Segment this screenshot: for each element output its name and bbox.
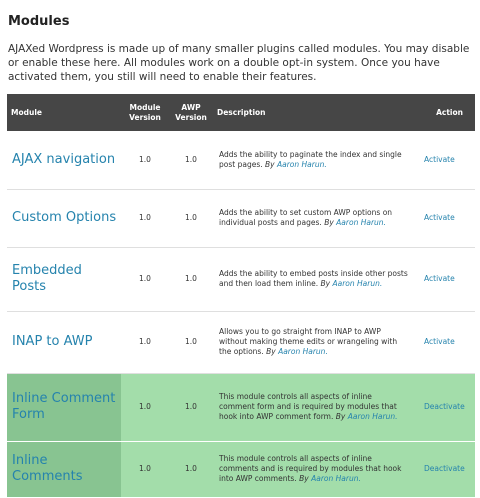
module-name: Inline Comments	[7, 441, 121, 498]
module-description: Adds the ability to embed posts inside o…	[213, 247, 419, 312]
modules-table: Module Module Version AWP Version Descri…	[7, 94, 475, 498]
module-version: 1.0	[121, 311, 169, 374]
module-version: 1.0	[121, 373, 169, 442]
table-row: INAP to AWP 1.0 1.0 Allows you to go str…	[7, 311, 475, 374]
table-row: Inline Comment Form 1.0 1.0 This module …	[7, 373, 475, 442]
activate-link[interactable]: Activate	[424, 274, 455, 283]
header-awp-version: AWP Version	[169, 94, 213, 131]
awp-version: 1.0	[169, 189, 213, 248]
author-link[interactable]: Aaron Harun.	[347, 412, 398, 421]
awp-version: 1.0	[169, 311, 213, 374]
module-version: 1.0	[121, 247, 169, 312]
module-description: This module controls all aspects of inli…	[213, 441, 419, 498]
author-link[interactable]: Aaron Harun.	[311, 474, 361, 483]
awp-version: 1.0	[169, 131, 213, 190]
module-description: Allows you to go straight from INAP to A…	[213, 311, 419, 374]
module-name: Custom Options	[7, 189, 121, 248]
intro-text: AJAXed Wordpress is made up of many smal…	[8, 43, 470, 83]
deactivate-link[interactable]: Deactivate	[424, 402, 465, 411]
activate-link[interactable]: Activate	[424, 337, 455, 346]
module-version: 1.0	[121, 131, 169, 190]
deactivate-link[interactable]: Deactivate	[424, 464, 465, 473]
header-action: Action	[419, 94, 475, 131]
author-link[interactable]: Aaron Harun.	[276, 159, 327, 169]
table-row: Inline Comments 1.0 1.0 This module cont…	[7, 441, 475, 498]
module-version: 1.0	[121, 441, 169, 498]
module-name: INAP to AWP	[7, 311, 121, 374]
module-description: Adds the ability to set custom AWP optio…	[213, 189, 419, 248]
module-name: Inline Comment Form	[7, 373, 121, 442]
header-module-version: Module Version	[121, 94, 169, 131]
awp-version: 1.0	[169, 441, 213, 498]
activate-link[interactable]: Activate	[424, 213, 455, 222]
awp-version: 1.0	[169, 373, 213, 442]
author-link[interactable]: Aaron Harun.	[332, 279, 383, 288]
author-link[interactable]: Aaron Harun.	[278, 347, 328, 356]
module-name: AJAX navigation	[7, 131, 121, 190]
module-description: This module controls all aspects of inli…	[213, 373, 419, 442]
table-header-row: Module Module Version AWP Version Descri…	[7, 94, 475, 131]
table-row: AJAX navigation 1.0 1.0 Adds the ability…	[7, 131, 475, 190]
author-link[interactable]: Aaron Harun.	[336, 218, 386, 227]
header-description: Description	[213, 94, 419, 131]
module-version: 1.0	[121, 189, 169, 248]
table-row: Custom Options 1.0 1.0 Adds the ability …	[7, 189, 475, 248]
header-module: Module	[7, 94, 121, 131]
awp-version: 1.0	[169, 247, 213, 312]
page-title: Modules	[8, 14, 70, 29]
module-name: Embedded Posts	[7, 247, 121, 312]
activate-link[interactable]: Activate	[424, 154, 455, 164]
module-description: Adds the ability to paginate the index a…	[213, 131, 419, 190]
table-row: Embedded Posts 1.0 1.0 Adds the ability …	[7, 247, 475, 312]
